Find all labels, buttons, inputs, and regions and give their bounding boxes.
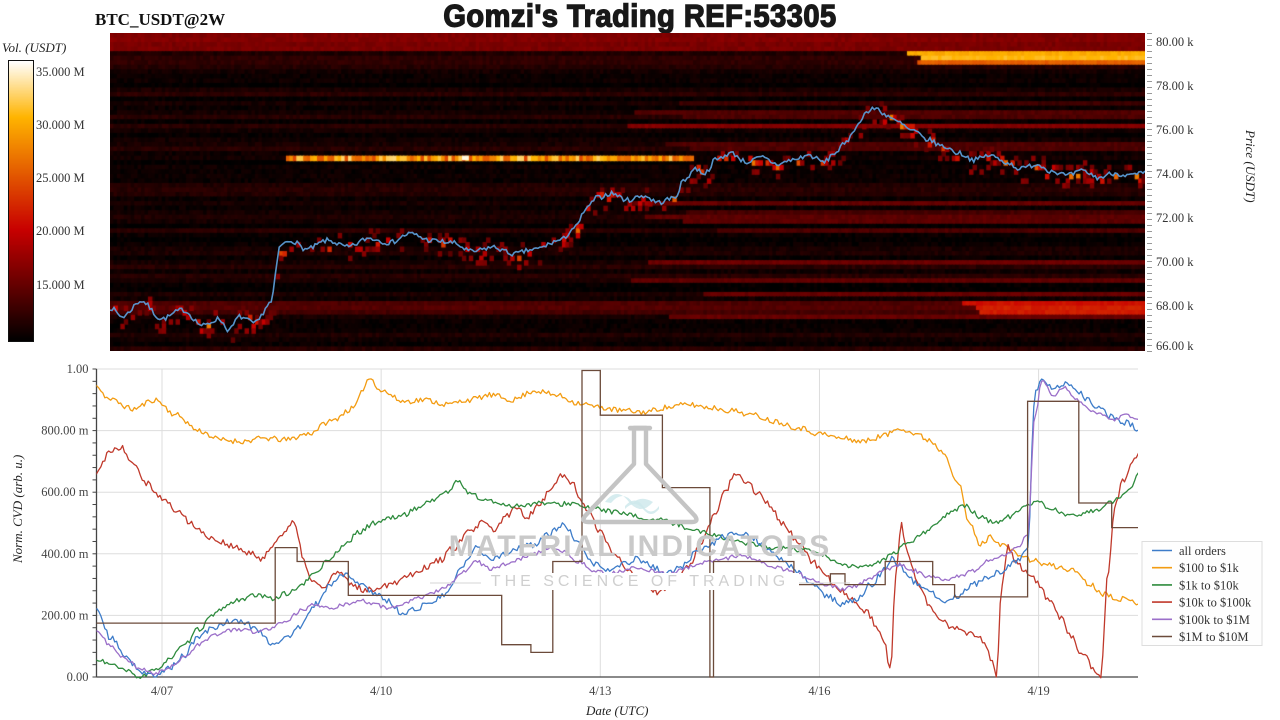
- svg-text:$10k to $100k: $10k to $100k: [1179, 596, 1252, 610]
- svg-text:1.00: 1.00: [67, 362, 89, 376]
- svg-text:$1M to $10M: $1M to $10M: [1179, 630, 1248, 644]
- svg-text:$1k to $10k: $1k to $10k: [1179, 578, 1239, 592]
- svg-text:$100k to $1M: $100k to $1M: [1179, 613, 1250, 627]
- svg-text:Date (UTC): Date (UTC): [585, 703, 648, 718]
- svg-text:4/13: 4/13: [589, 684, 611, 698]
- svg-text:4/19: 4/19: [1027, 684, 1049, 698]
- svg-text:0.00: 0.00: [67, 670, 89, 684]
- svg-text:600.00 m: 600.00 m: [41, 485, 89, 499]
- svg-text:400.00 m: 400.00 m: [41, 547, 89, 561]
- svg-text:800.00 m: 800.00 m: [41, 424, 89, 438]
- svg-text:4/07: 4/07: [151, 684, 173, 698]
- svg-text:200.00 m: 200.00 m: [41, 608, 89, 622]
- svg-text:$100 to $1k: $100 to $1k: [1179, 561, 1239, 575]
- svg-text:4/10: 4/10: [370, 684, 392, 698]
- svg-text:all orders: all orders: [1179, 544, 1226, 558]
- svg-text:4/16: 4/16: [808, 684, 830, 698]
